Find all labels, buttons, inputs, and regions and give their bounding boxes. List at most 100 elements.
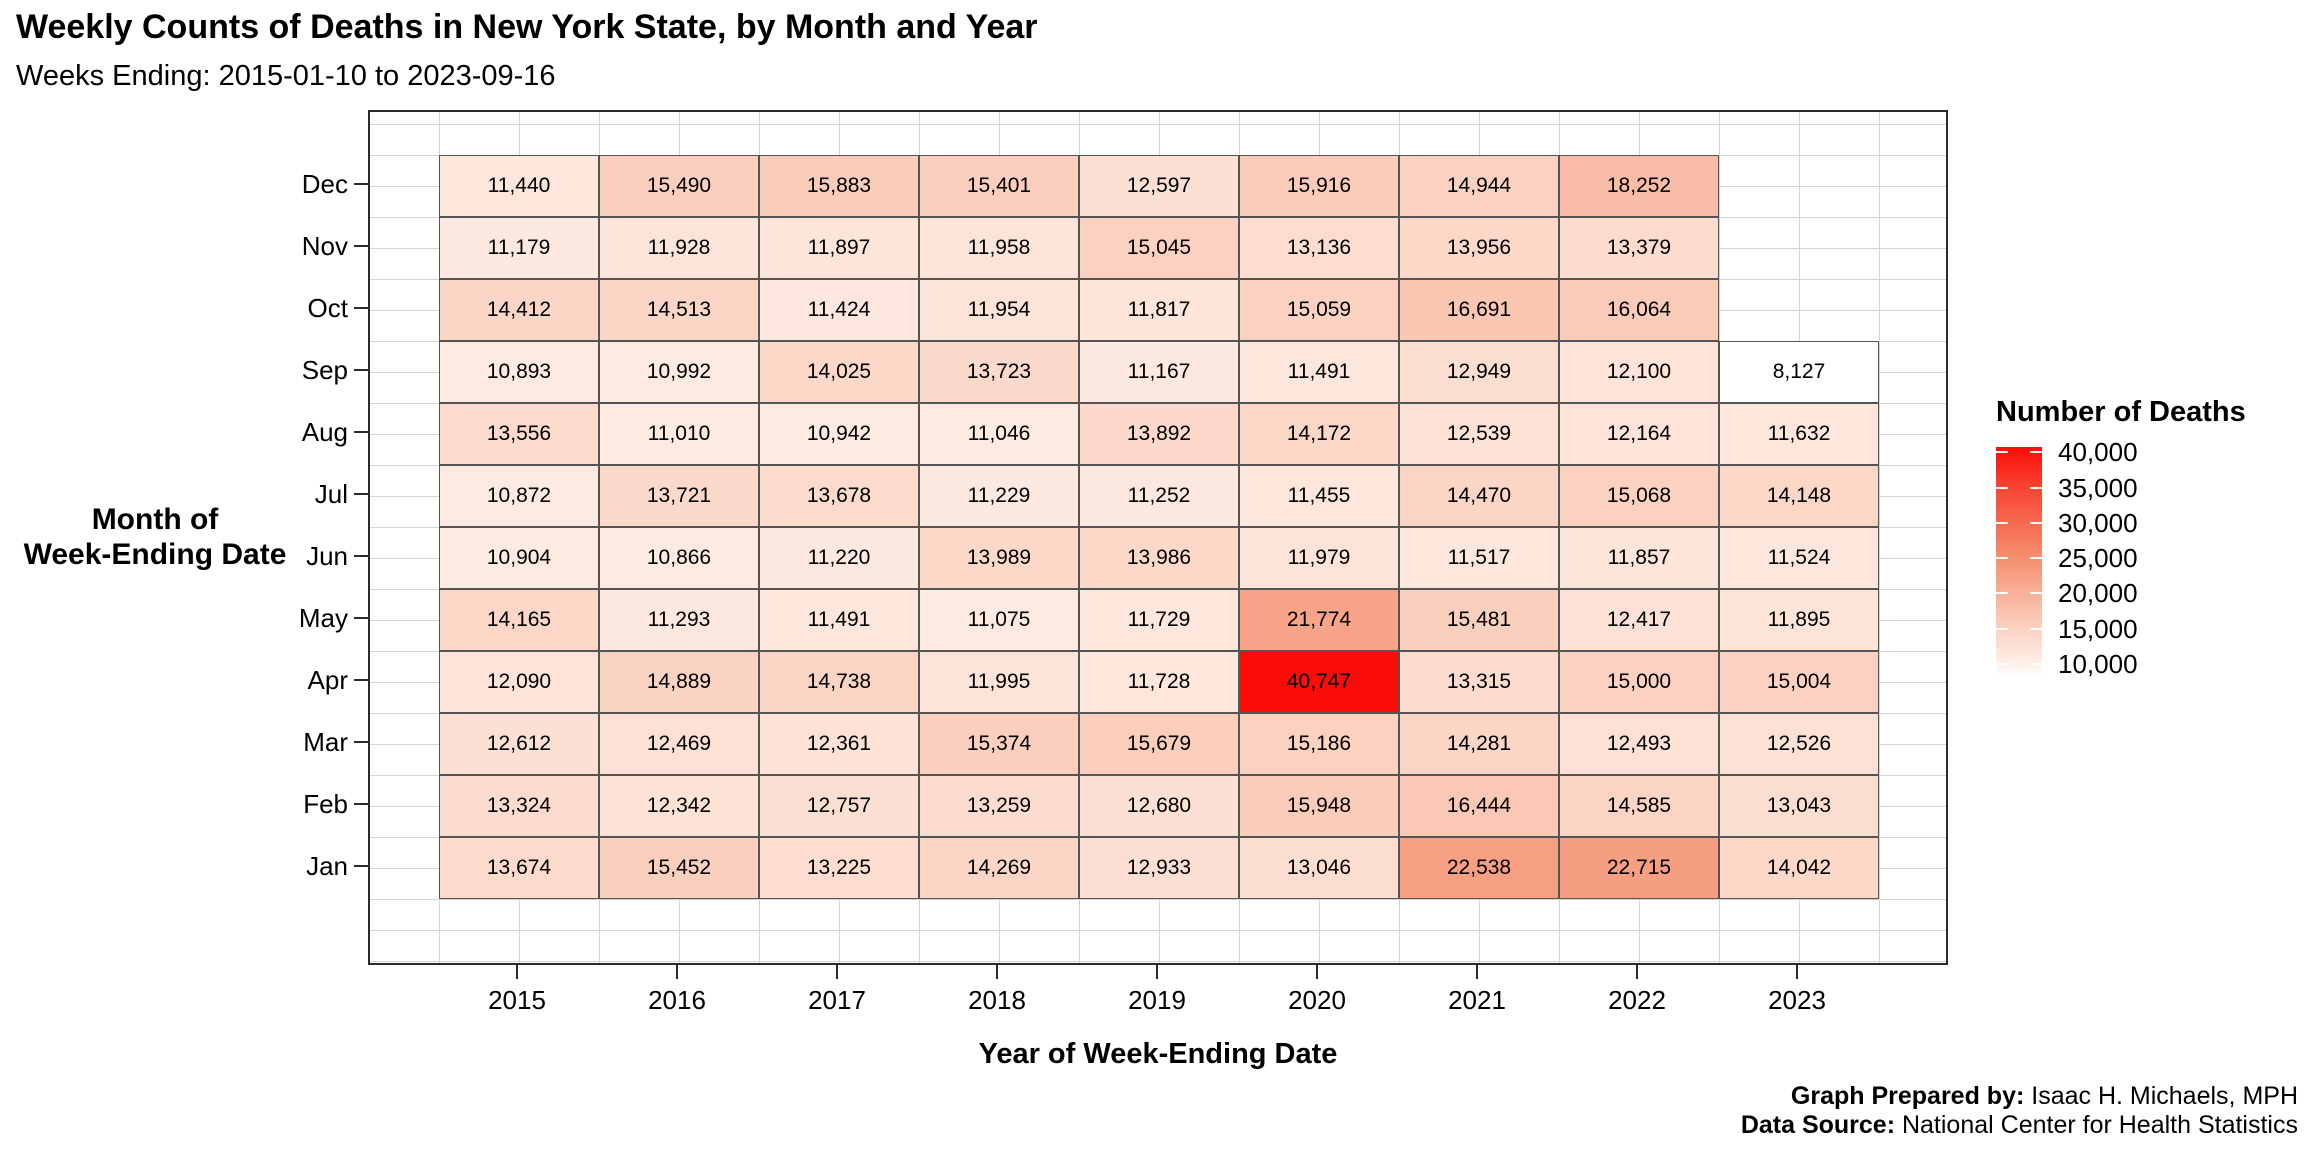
heatmap-cell: 14,042 xyxy=(1719,837,1879,899)
y-axis-tick xyxy=(354,183,368,185)
heatmap-cell: 13,225 xyxy=(759,837,919,899)
chart-title: Weekly Counts of Deaths in New York Stat… xyxy=(16,8,1038,46)
y-axis-tick xyxy=(354,245,368,247)
legend-tick xyxy=(1996,592,2008,595)
heatmap-cell: 15,452 xyxy=(599,837,759,899)
y-axis-tick-label: May xyxy=(298,603,348,633)
footer-prepared-value: Isaac H. Michaels, MPH xyxy=(2024,1082,2298,1110)
heatmap-cell: 10,872 xyxy=(439,465,599,527)
heatmap-cell: 11,995 xyxy=(919,651,1079,713)
legend-tick xyxy=(2030,592,2042,595)
heatmap-cell: 16,691 xyxy=(1399,279,1559,341)
heatmap-cell: 12,090 xyxy=(439,651,599,713)
legend-tick-label: 30,000 xyxy=(2058,507,2138,538)
legend-tick-label: 20,000 xyxy=(2058,578,2138,609)
x-axis-tick xyxy=(1156,965,1158,979)
heatmap-cell: 11,167 xyxy=(1079,341,1239,403)
heatmap-cell: 12,469 xyxy=(599,713,759,775)
heatmap-cell: 14,513 xyxy=(599,279,759,341)
heatmap-cell: 15,490 xyxy=(599,155,759,217)
heatmap-cell: 12,417 xyxy=(1559,589,1719,651)
plot-panel: 11,440 15,490 15,883 15,401 12,597 15,916 14,9… xyxy=(368,110,1948,965)
heatmap-cell: 13,136 xyxy=(1239,217,1399,279)
legend-tick xyxy=(2030,557,2042,560)
heatmap-cell: 14,269 xyxy=(919,837,1079,899)
legend-tick-label: 10,000 xyxy=(2058,648,2138,679)
heatmap-cell: 11,491 xyxy=(759,589,919,651)
y-axis-title: Month of Week-Ending Date xyxy=(5,502,305,572)
heatmap-cell: 12,933 xyxy=(1079,837,1239,899)
heatmap-cell: 13,324 xyxy=(439,775,599,837)
x-axis-tick-label: 2016 xyxy=(648,985,706,1015)
heatmap-cell: 11,252 xyxy=(1079,465,1239,527)
heatmap-cell: 12,612 xyxy=(439,713,599,775)
heatmap-cell: 11,729 xyxy=(1079,589,1239,651)
heatmap-cell: 13,043 xyxy=(1719,775,1879,837)
heatmap-cell: 12,526 xyxy=(1719,713,1879,775)
heatmap-cell: 12,164 xyxy=(1559,403,1719,465)
x-axis-tick-label: 2021 xyxy=(1448,985,1506,1015)
x-axis-tick-label: 2022 xyxy=(1608,985,1666,1015)
heatmap-cell: 14,281 xyxy=(1399,713,1559,775)
y-axis-tick xyxy=(354,617,368,619)
heatmap-cell: 12,493 xyxy=(1559,713,1719,775)
legend-tick-label: 40,000 xyxy=(2058,437,2138,468)
x-axis-tick xyxy=(1636,965,1638,979)
heatmap-cell: 14,165 xyxy=(439,589,599,651)
legend-tick xyxy=(1996,557,2008,560)
heatmap-cell: 15,679 xyxy=(1079,713,1239,775)
heatmap-cell: 10,992 xyxy=(599,341,759,403)
heatmap-cell: 13,315 xyxy=(1399,651,1559,713)
heatmap-cell: 14,944 xyxy=(1399,155,1559,217)
heatmap-cell: 11,979 xyxy=(1239,527,1399,589)
heatmap-cell: 13,556 xyxy=(439,403,599,465)
y-axis-tick-label: Feb xyxy=(303,789,348,819)
legend-tick xyxy=(1996,662,2008,665)
heatmap-cell: 11,632 xyxy=(1719,403,1879,465)
heatmap-cell: 13,259 xyxy=(919,775,1079,837)
heatmap-cell: 8,127 xyxy=(1719,341,1879,403)
heatmap-cell: 13,674 xyxy=(439,837,599,899)
y-axis-title-line2: Week-Ending Date xyxy=(23,538,287,571)
legend-tick-label: 25,000 xyxy=(2058,543,2138,574)
heatmap-cell: 11,455 xyxy=(1239,465,1399,527)
heatmap-cell: 15,186 xyxy=(1239,713,1399,775)
y-axis-tick-label: Oct xyxy=(307,293,348,323)
heatmap-cell: 16,064 xyxy=(1559,279,1719,341)
heatmap-cell: 11,046 xyxy=(919,403,1079,465)
heatmap-cell: 11,075 xyxy=(919,589,1079,651)
x-axis-title: Year of Week-Ending Date xyxy=(978,1038,1338,1070)
y-axis-tick-label: Nov xyxy=(301,231,348,261)
legend-tick xyxy=(1996,521,2008,524)
panel-gridline-horizontal xyxy=(370,961,1946,962)
heatmap-cell: 12,597 xyxy=(1079,155,1239,217)
heatmap-cell: 11,928 xyxy=(599,217,759,279)
y-axis-tick-label: Jun xyxy=(306,541,348,571)
y-axis-tick-label: Jul xyxy=(314,479,348,509)
y-axis-tick xyxy=(354,369,368,371)
y-axis-tick xyxy=(354,493,368,495)
x-axis-tick xyxy=(996,965,998,979)
y-axis-tick-label: Aug xyxy=(301,417,348,447)
heatmap-cell: 14,889 xyxy=(599,651,759,713)
panel-gridline-vertical xyxy=(1879,112,1880,963)
heatmap-cell: 12,342 xyxy=(599,775,759,837)
legend-tick xyxy=(2030,627,2042,630)
heatmap-cell: 11,895 xyxy=(1719,589,1879,651)
heatmap-cell: 14,412 xyxy=(439,279,599,341)
legend-tick xyxy=(2030,451,2042,454)
heatmap-cell: 15,374 xyxy=(919,713,1079,775)
y-axis-tick xyxy=(354,865,368,867)
y-axis-tick xyxy=(354,679,368,681)
heatmap-cell: 13,989 xyxy=(919,527,1079,589)
heatmap-cell: 15,059 xyxy=(1239,279,1399,341)
legend-tick xyxy=(1996,486,2008,489)
legend-gradient-bar xyxy=(1996,447,2042,677)
x-axis-tick-label: 2019 xyxy=(1128,985,1186,1015)
heatmap-cell: 14,172 xyxy=(1239,403,1399,465)
heatmap-cell: 11,958 xyxy=(919,217,1079,279)
x-axis-tick-label: 2020 xyxy=(1288,985,1346,1015)
heatmap-cell: 14,148 xyxy=(1719,465,1879,527)
y-axis-tick xyxy=(354,741,368,743)
